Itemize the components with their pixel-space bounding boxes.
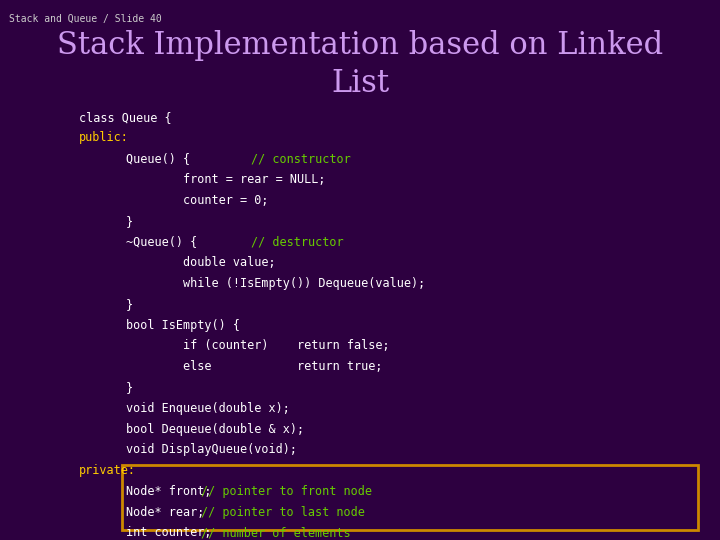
- Text: int counter;: int counter;: [126, 526, 233, 539]
- Text: bool IsEmpty() {: bool IsEmpty() {: [126, 319, 240, 332]
- Text: Stack and Queue / Slide 40: Stack and Queue / Slide 40: [9, 14, 161, 24]
- Text: Node* rear;: Node* rear;: [126, 505, 233, 519]
- Text: if (counter)    return false;: if (counter) return false;: [126, 339, 390, 353]
- Text: List: List: [331, 68, 389, 98]
- Text: private:: private:: [79, 464, 136, 477]
- Text: // destructor: // destructor: [251, 235, 343, 248]
- Text: }: }: [126, 214, 133, 228]
- Text: public:: public:: [79, 131, 129, 145]
- Text: Stack Implementation based on Linked: Stack Implementation based on Linked: [57, 30, 663, 60]
- Text: // number of elements: // number of elements: [201, 526, 351, 539]
- Text: void Enqueue(double x);: void Enqueue(double x);: [126, 402, 290, 415]
- Text: }: }: [126, 381, 133, 394]
- Text: void DisplayQueue(void);: void DisplayQueue(void);: [126, 443, 297, 456]
- Text: }: }: [126, 298, 133, 311]
- Text: Queue() {: Queue() {: [126, 152, 304, 165]
- Text: // constructor: // constructor: [251, 152, 351, 165]
- Text: else            return true;: else return true;: [126, 360, 382, 373]
- Text: front = rear = NULL;: front = rear = NULL;: [126, 173, 325, 186]
- Text: while (!IsEmpty()) Dequeue(value);: while (!IsEmpty()) Dequeue(value);: [126, 277, 426, 290]
- Text: // pointer to last node: // pointer to last node: [201, 505, 365, 519]
- Text: class Queue {: class Queue {: [79, 111, 172, 124]
- Text: bool Dequeue(double & x);: bool Dequeue(double & x);: [126, 422, 304, 436]
- Text: ~Queue() {: ~Queue() {: [126, 235, 304, 248]
- Text: // pointer to front node: // pointer to front node: [201, 485, 372, 498]
- Text: counter = 0;: counter = 0;: [126, 194, 269, 207]
- Text: double value;: double value;: [126, 256, 276, 269]
- Text: Node* front;: Node* front;: [126, 485, 233, 498]
